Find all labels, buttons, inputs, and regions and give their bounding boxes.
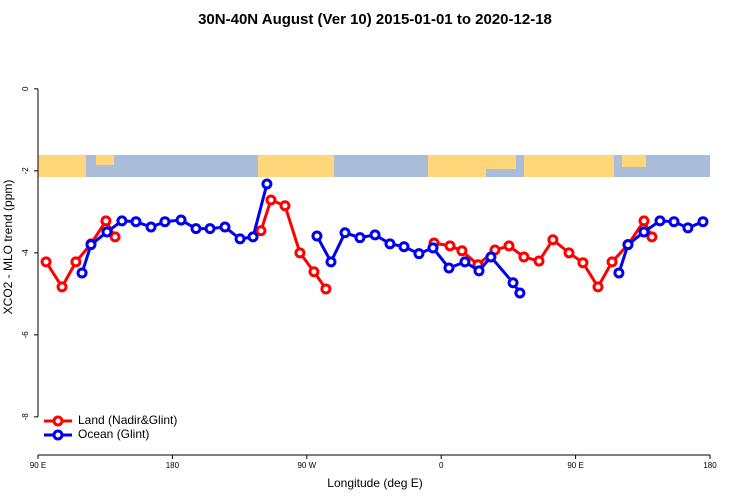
- data-point: [100, 215, 112, 227]
- data-point: [261, 178, 273, 190]
- data-point: [101, 226, 113, 238]
- land-shape: [38, 155, 86, 177]
- data-point: [219, 221, 231, 233]
- data-point: [413, 248, 425, 260]
- data-point: [320, 283, 332, 295]
- data-point: [646, 231, 658, 243]
- data-point: [384, 238, 396, 250]
- legend-marker: [52, 415, 64, 427]
- data-point: [443, 262, 455, 274]
- data-point: [456, 245, 468, 257]
- data-point: [76, 267, 88, 279]
- data-point: [547, 234, 559, 246]
- data-point: [697, 216, 709, 228]
- x-tick-label: 90 E: [30, 461, 46, 470]
- data-point: [130, 216, 142, 228]
- data-point: [294, 247, 306, 259]
- data-point: [279, 200, 291, 212]
- x-tick-label: 180: [703, 461, 717, 470]
- data-point: [654, 215, 666, 227]
- series-line: [44, 197, 654, 290]
- land-shape: [258, 155, 334, 177]
- data-point: [109, 231, 121, 243]
- x-tick-label: 90 E: [567, 461, 583, 470]
- map-strip: [38, 155, 710, 177]
- data-point: [563, 247, 575, 259]
- data-point: [533, 255, 545, 267]
- data-point: [473, 265, 485, 277]
- data-point: [485, 251, 497, 263]
- data-point: [444, 240, 456, 252]
- land-shape: [96, 155, 114, 165]
- data-point: [354, 232, 366, 244]
- data-point: [247, 231, 259, 243]
- data-point: [514, 287, 526, 299]
- data-point: [175, 214, 187, 226]
- data-point: [70, 256, 82, 268]
- data-point: [265, 194, 277, 206]
- data-point: [116, 215, 128, 227]
- data-point: [577, 257, 589, 269]
- data-point: [311, 230, 323, 242]
- y-tick-label: -2: [21, 167, 30, 175]
- data-point: [40, 256, 52, 268]
- data-point: [638, 226, 650, 238]
- data-point: [204, 223, 216, 235]
- legend-label: Land (Nadir&Glint): [78, 413, 177, 427]
- x-axis-label: Longitude (deg E): [327, 476, 422, 490]
- land-shape: [622, 155, 646, 167]
- x-tick-label: 180: [166, 461, 180, 470]
- data-point: [518, 251, 530, 263]
- data-point: [427, 242, 439, 254]
- data-point: [398, 241, 410, 253]
- data-point: [507, 277, 519, 289]
- x-tick-label: 0: [439, 461, 444, 470]
- data-point: [459, 256, 471, 268]
- y-axis-label: XCO2 - MLO trend (ppm): [1, 180, 15, 315]
- land-shape: [428, 155, 486, 177]
- x-tick-label: 90 W: [297, 461, 316, 470]
- data-point: [638, 215, 650, 227]
- data-point: [369, 229, 381, 241]
- data-point: [85, 239, 97, 251]
- data-point: [592, 281, 604, 293]
- y-tick-label: -6: [21, 331, 30, 339]
- chart-title: 30N-40N August (Ver 10) 2015-01-01 to 20…: [198, 11, 552, 28]
- y-tick-label: 0: [21, 86, 30, 91]
- data-point: [159, 216, 171, 228]
- legend-label: Ocean (Glint): [78, 427, 149, 441]
- data-point: [668, 216, 680, 228]
- data-point: [255, 225, 267, 237]
- data-point: [190, 223, 202, 235]
- data-point: [325, 256, 337, 268]
- y-tick-label: -8: [21, 413, 30, 421]
- legend-marker: [52, 429, 64, 441]
- data-point: [56, 281, 68, 293]
- data-point: [606, 256, 618, 268]
- land-shape: [524, 155, 614, 177]
- data-point: [503, 240, 515, 252]
- data-point: [682, 222, 694, 234]
- data-point: [234, 233, 246, 245]
- y-tick-label: -4: [21, 249, 30, 257]
- data-point: [308, 266, 320, 278]
- data-point: [145, 221, 157, 233]
- data-point: [613, 267, 625, 279]
- data-point: [622, 239, 634, 251]
- data-point: [339, 227, 351, 239]
- land-shape: [486, 155, 516, 169]
- series-line: [80, 183, 704, 294]
